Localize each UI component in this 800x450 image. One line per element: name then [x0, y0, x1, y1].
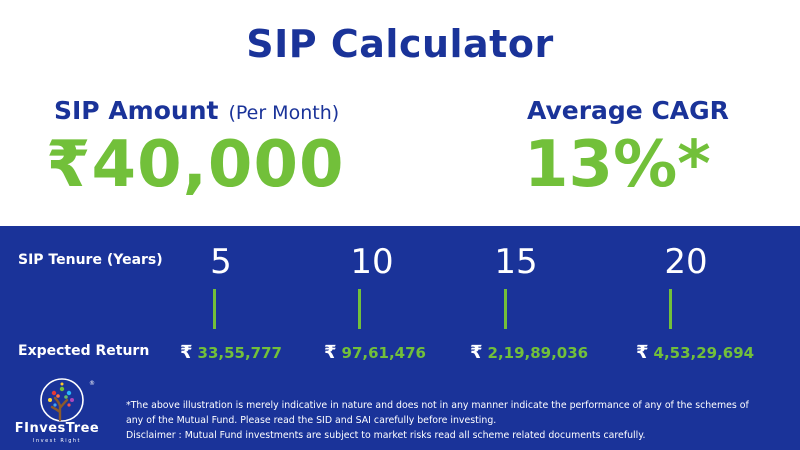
- tenure-15: 15: [494, 242, 538, 282]
- finvestree-logo-icon: ®: [40, 378, 95, 422]
- expected-return-20: ₹4,53,29,694: [636, 342, 754, 363]
- logo-name: FInvesTree: [14, 421, 100, 436]
- disclaimer-line: *The above illustration is merely indica…: [126, 400, 749, 411]
- tenure-5: 5: [210, 242, 232, 282]
- sip-amount-sublabel: (Per Month): [228, 102, 340, 124]
- disclaimer-line: Disclaimer : Mutual Fund investments are…: [126, 430, 646, 441]
- cagr-value: 13%*: [524, 128, 711, 202]
- disclaimer-line: any of the Mutual Fund. Please read the …: [126, 415, 497, 426]
- cagr-label: Average CAGR: [527, 96, 729, 125]
- tick-line: [504, 289, 507, 329]
- registered-mark: ®: [89, 380, 95, 387]
- tick-line: [669, 289, 672, 329]
- expected-return-5: ₹33,55,777: [180, 342, 282, 363]
- expected-return-value: 33,55,777: [197, 344, 282, 362]
- expected-return-10: ₹97,61,476: [324, 342, 426, 363]
- logo-tagline: Invest Right: [33, 438, 81, 444]
- tick-line: [213, 289, 216, 329]
- expected-return-15: ₹2,19,89,036: [470, 342, 588, 363]
- expected-return-value: 4,53,29,694: [653, 344, 755, 362]
- return-row-label: Expected Return: [18, 343, 150, 359]
- sip-amount-label-text: SIP Amount: [54, 96, 219, 125]
- tenure-10: 10: [350, 242, 394, 282]
- results-band: [0, 226, 800, 450]
- disclaimer: *The above illustration is merely indica…: [126, 398, 790, 443]
- rupee-icon: ₹: [180, 342, 193, 363]
- page-title: SIP Calculator: [246, 22, 554, 66]
- rupee-icon: ₹: [470, 342, 483, 363]
- sip-amount-label: SIP Amount (Per Month): [54, 96, 339, 125]
- tenure-row-label: SIP Tenure (Years): [18, 252, 163, 268]
- sip-amount-value: ₹40,000: [46, 128, 345, 202]
- expected-return-value: 97,61,476: [341, 344, 426, 362]
- expected-return-value: 2,19,89,036: [487, 344, 589, 362]
- rupee-icon: ₹: [636, 342, 649, 363]
- header-section: SIP Calculator SIP Amount (Per Month) ₹40…: [46, 22, 729, 202]
- tick-line: [358, 289, 361, 329]
- tenure-20: 20: [664, 242, 708, 282]
- rupee-icon: ₹: [324, 342, 337, 363]
